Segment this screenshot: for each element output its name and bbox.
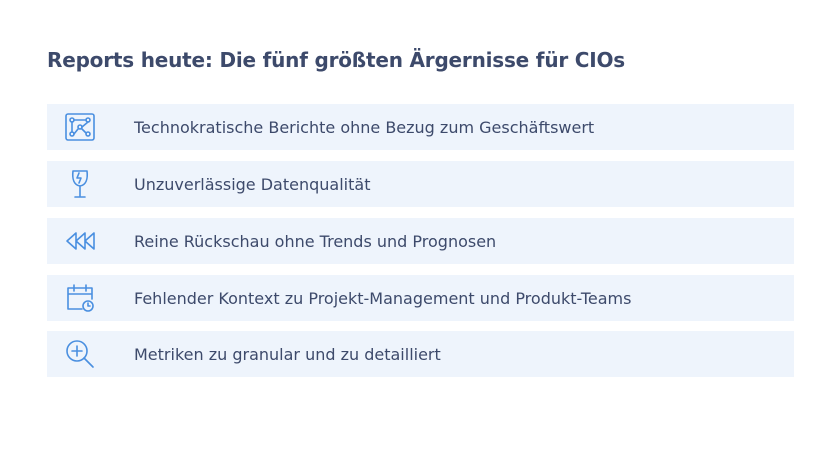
icon: [65, 113, 95, 141]
icon: [71, 170, 89, 198]
item-label: Reine Rückschau ohne Trends und Prognose…: [134, 231, 497, 251]
icon: [66, 340, 94, 368]
list-item: Reine Rückschau ohne Trends und Prognose…: [47, 218, 794, 264]
list-item: Unzuverlässige Datenqualität: [47, 161, 794, 207]
item-label: Technokratische Berichte ohne Bezug zum …: [134, 117, 595, 137]
title: Reports heute: Die fünf größten Ärgernis…: [47, 48, 626, 72]
item-label: Fehlender Kontext zu Projekt-Management …: [134, 288, 632, 308]
item-label: Unzuverlässige Datenqualität: [134, 174, 371, 194]
list-item: Fehlender Kontext zu Projekt-Management …: [47, 275, 794, 321]
item-label: Metriken zu granular und zu detailliert: [134, 344, 441, 364]
list-item: Metriken zu granular und zu detailliert: [47, 331, 794, 377]
icon: [66, 232, 95, 250]
icon: [67, 284, 94, 312]
list-item: Technokratische Berichte ohne Bezug zum …: [47, 104, 794, 150]
